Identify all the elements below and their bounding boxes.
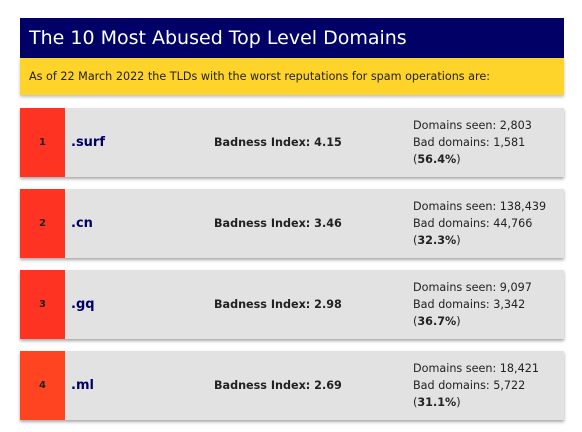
list-item: 2 .cn Badness Index: 3.46 Domains seen: … (20, 189, 564, 258)
bad-percent-value: 32.3% (417, 234, 457, 247)
domain-stats: Domains seen: 2,803 Bad domains: 1,581 (… (413, 117, 532, 168)
tld-list: 1 .surf Badness Index: 4.15 Domains seen… (20, 108, 564, 420)
badness-index: Badness Index: 3.46 (214, 217, 342, 230)
bad-percent: (32.3%) (413, 234, 461, 247)
rank-badge: 2 (20, 189, 65, 258)
bad-percent: (36.7%) (413, 315, 461, 328)
list-item: 1 .surf Badness Index: 4.15 Domains seen… (20, 108, 564, 177)
bad-domains: Bad domains: 5,722 (413, 379, 526, 392)
bad-percent-value: 36.7% (417, 315, 457, 328)
abused-tlds-panel: The 10 Most Abused Top Level Domains As … (20, 18, 564, 432)
domains-seen: Domains seen: 9,097 (413, 281, 532, 294)
rank-badge: 1 (20, 108, 65, 177)
bad-domains: Bad domains: 3,342 (413, 298, 526, 311)
tld-name: .ml (71, 378, 94, 393)
badness-index: Badness Index: 4.15 (214, 136, 342, 149)
tld-name: .cn (71, 216, 93, 231)
bad-percent-value: 31.1% (417, 396, 457, 409)
bad-percent-value: 56.4% (417, 153, 457, 166)
domains-seen: Domains seen: 138,439 (413, 200, 547, 213)
tld-name: .surf (71, 135, 105, 150)
domains-seen: Domains seen: 18,421 (413, 362, 539, 375)
tld-name: .gq (71, 297, 95, 312)
bad-percent: (56.4%) (413, 153, 461, 166)
rank-badge: 4 (20, 351, 65, 420)
bad-percent: (31.1%) (413, 396, 461, 409)
list-item: 3 .gq Badness Index: 2.98 Domains seen: … (20, 270, 564, 339)
bad-domains: Bad domains: 1,581 (413, 136, 526, 149)
domain-stats: Domains seen: 138,439 Bad domains: 44,76… (413, 198, 546, 249)
list-item: 4 .ml Badness Index: 2.69 Domains seen: … (20, 351, 564, 420)
page-subtitle: As of 22 March 2022 the TLDs with the wo… (20, 58, 564, 95)
page-title: The 10 Most Abused Top Level Domains (20, 18, 564, 58)
domains-seen: Domains seen: 2,803 (413, 119, 532, 132)
bad-domains: Bad domains: 44,766 (413, 217, 533, 230)
domain-stats: Domains seen: 18,421 Bad domains: 5,722 … (413, 360, 539, 411)
badness-index: Badness Index: 2.98 (214, 298, 342, 311)
rank-badge: 3 (20, 270, 65, 339)
domain-stats: Domains seen: 9,097 Bad domains: 3,342 (… (413, 279, 532, 330)
badness-index: Badness Index: 2.69 (214, 379, 342, 392)
